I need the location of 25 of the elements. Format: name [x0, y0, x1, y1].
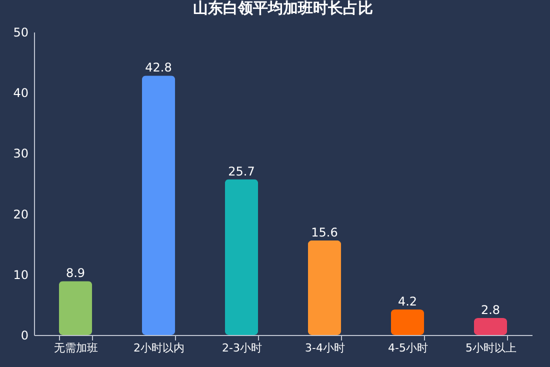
bar — [474, 318, 508, 335]
x-tick-label: 无需加班 — [54, 342, 98, 354]
x-tick-label: 2-3小时 — [222, 342, 262, 354]
data-label: 15.6 — [311, 225, 338, 240]
y-tick-label: 0 — [20, 328, 28, 342]
y-tick-label: 30 — [13, 146, 28, 161]
y-tick-label: 10 — [13, 268, 28, 282]
chart-title: 山东白领平均加班时长占比 — [193, 0, 373, 17]
x-tick-label: 2小时以内 — [134, 342, 184, 354]
data-label: 25.7 — [228, 164, 255, 178]
bar — [224, 179, 258, 335]
bar — [142, 76, 176, 335]
bar — [390, 310, 424, 335]
bar — [308, 240, 342, 335]
x-tick-label: 5小时以上 — [466, 342, 516, 354]
y-tick-label: 50 — [13, 26, 28, 40]
data-label: 4.2 — [398, 294, 418, 309]
x-tick-label: 3-4小时 — [305, 342, 345, 354]
y-tick-label: 40 — [13, 86, 28, 100]
data-label: 8.9 — [66, 266, 86, 280]
x-tick-label: 4-5小时 — [388, 342, 428, 354]
y-tick-label: 20 — [13, 207, 28, 222]
data-label: 2.8 — [480, 303, 500, 318]
bar — [58, 281, 92, 335]
data-label: 42.8 — [145, 60, 172, 75]
